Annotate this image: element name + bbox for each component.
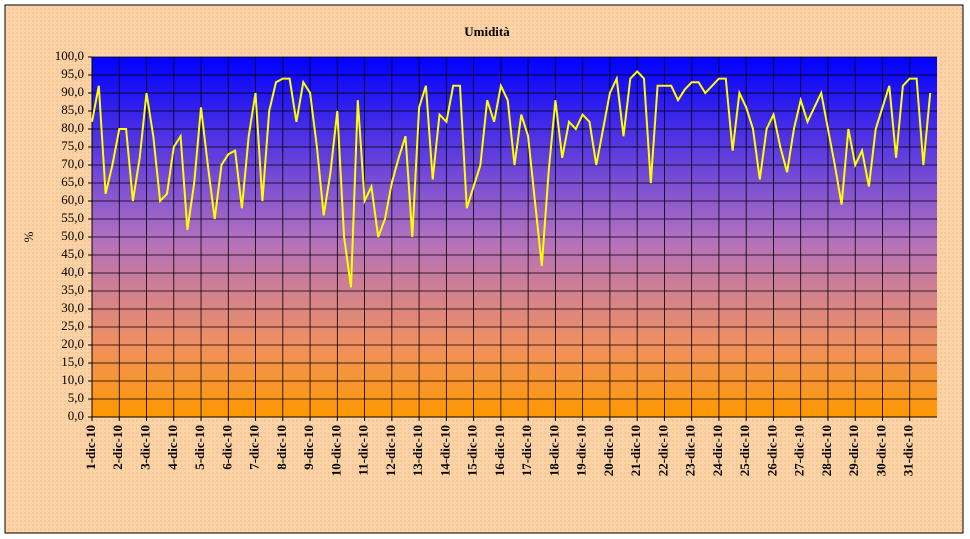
y-tick-label: 20,0 [61,336,84,351]
x-tick-label: 23-dic-10 [683,425,698,476]
x-tick-label: 14-dic-10 [437,425,452,476]
x-tick-label: 19-dic-10 [574,425,589,476]
chart-title: Umidità [464,24,510,39]
x-tick-label: 5-dic-10 [192,425,207,470]
x-tick-label: 12-dic-10 [383,425,398,476]
x-tick-label: 17-dic-10 [519,425,534,476]
y-tick-label: 100,0 [55,48,84,63]
y-tick-label: 5,0 [68,390,84,405]
y-tick-label: 95,0 [61,66,84,81]
y-tick-label: 35,0 [61,282,84,297]
y-tick-label: 45,0 [61,246,84,261]
x-tick-label: 27-dic-10 [792,425,807,476]
y-tick-label: 40,0 [61,264,84,279]
x-tick-label: 16-dic-10 [492,425,507,476]
y-axis-title: % [21,231,36,242]
data-line [91,69,932,288]
y-tick-label: 65,0 [61,174,84,189]
x-tick-label: 15-dic-10 [465,425,480,476]
x-tick-label: 3-dic-10 [138,425,153,470]
x-tick-label: 21-dic-10 [628,425,643,476]
x-tick-label: 11-dic-10 [356,425,371,476]
x-tick-label: 6-dic-10 [219,425,234,470]
x-tick-label: 26-dic-10 [764,425,779,476]
y-tick-label: 55,0 [61,210,84,225]
x-tick-label: 29-dic-10 [846,425,861,476]
x-tick-label: 18-dic-10 [546,425,561,476]
x-tick-label: 8-dic-10 [274,425,289,470]
x-tick-label: 22-dic-10 [655,425,670,476]
x-tick-label: 31-dic-10 [901,425,916,476]
y-tick-label: 60,0 [61,192,84,207]
x-tick-label: 20-dic-10 [601,425,616,476]
y-tick-label: 75,0 [61,138,84,153]
x-tick-label: 10-dic-10 [328,425,343,476]
x-tick-label: 1-dic-10 [83,425,98,470]
x-tick-label: 24-dic-10 [710,425,725,476]
x-tick-label: 7-dic-10 [247,425,262,470]
y-tick-label: 15,0 [61,354,84,369]
y-tick-label: 10,0 [61,372,84,387]
y-tick-label: 70,0 [61,156,84,171]
y-tick-label: 0,0 [68,408,84,423]
x-tick-label: 28-dic-10 [819,425,834,476]
y-tick-label: 90,0 [61,84,84,99]
x-tick-label: 13-dic-10 [410,425,425,476]
x-tick-label: 30-dic-10 [873,425,888,476]
y-tick-label: 85,0 [61,102,84,117]
y-tick-label: 80,0 [61,120,84,135]
y-tick-label: 50,0 [61,228,84,243]
x-tick-label: 9-dic-10 [301,425,316,470]
x-tick-label: 2-dic-10 [110,425,125,470]
y-tick-label: 30,0 [61,300,84,315]
x-tick-label: 4-dic-10 [165,425,180,470]
y-tick-label: 25,0 [61,318,84,333]
x-tick-label: 25-dic-10 [737,425,752,476]
